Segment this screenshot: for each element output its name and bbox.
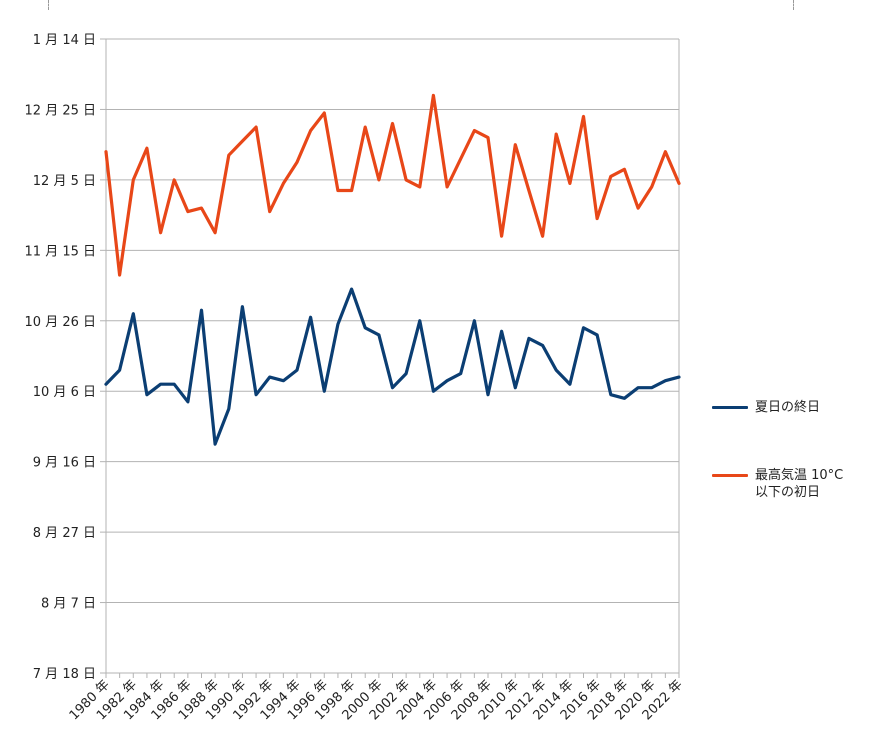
legend-swatch [712,406,748,409]
y-tick-label: 8 月 7 日 [41,597,96,612]
y-tick-label: 8 月 27 日 [33,526,96,541]
y-tick-label: 10 月 6 日 [33,385,96,400]
y-axis-tick-labels: 7 月 18 日 8 月 7 日 8 月 27 日 9 月 16 日 10 月 6 日 1… [25,33,96,682]
y-tick-label: 12 月 5 日 [33,174,96,189]
y-tick-label: 10 月 26 日 [25,315,96,330]
y-tick-label: 9 月 16 日 [33,456,96,471]
corner-marker [48,0,50,10]
y-tick-label: 1 月 14 日 [33,33,96,48]
legend-label: 最高気温 10°C 以下の初日 [755,468,844,500]
legend-swatch [712,474,748,477]
series-line-0 [104,287,681,446]
y-tick-label: 12 月 25 日 [25,103,96,118]
y-tick-label: 11 月 15 日 [25,244,96,259]
axes [105,39,680,678]
y-tick-label: 7 月 18 日 [33,667,96,682]
series-lines [104,93,681,446]
legend-label: 夏日の終日 [755,400,821,415]
series-line-1 [104,93,681,277]
corner-marker [793,0,795,10]
